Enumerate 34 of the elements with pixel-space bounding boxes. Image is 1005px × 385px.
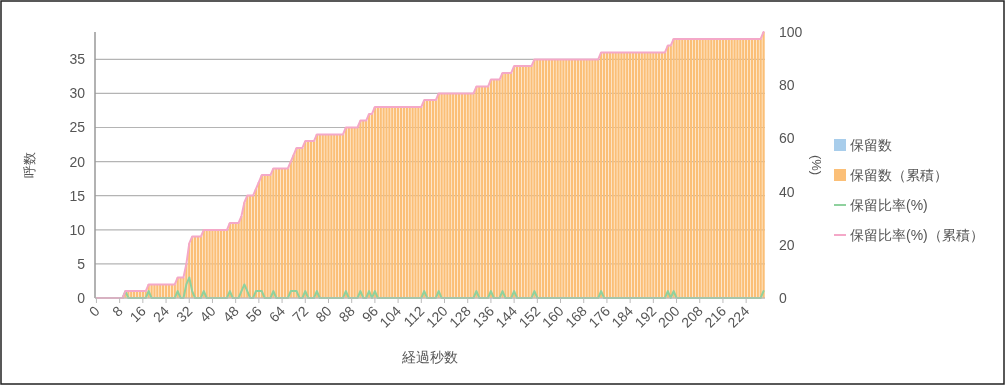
x-tick-label: 56 [242,302,266,326]
y2-tick-label: 40 [779,183,795,200]
x-tick-label: 48 [219,302,242,326]
y2-tick-label: 60 [779,130,795,147]
y-tick-label: 10 [69,221,86,238]
x-tick-label: 88 [335,302,358,326]
x-tick-label: 16 [126,302,150,326]
y-tick-label: 25 [69,119,86,136]
y-tick-label: 0 [77,290,86,306]
x-tick-label: 72 [289,302,312,326]
legend-label: 保留比率(%)（累積） [850,227,984,243]
x-tick-label: 24 [149,302,173,326]
y-tick-label: 30 [69,85,86,102]
x-tick-label: 80 [312,302,335,326]
x-tick-label: 40 [196,302,219,326]
y2-axis-title: (%) [809,154,824,176]
x-tick-label: 112 [400,302,428,330]
y2-tick-label: 20 [779,236,795,253]
x-tick-label: 96 [358,302,382,326]
x-tick-label: 32 [173,302,196,326]
legend-label: 保留比率(%) [850,197,928,213]
y-tick-label: 5 [77,255,86,272]
x-tick-label: 64 [265,302,289,326]
y-tick-label: 15 [69,187,86,204]
legend-label: 保留数 [850,137,892,153]
x-axis-title: 経過秒数 [401,349,458,365]
y2-tick-label: 0 [779,290,787,306]
x-tick-label: 8 [108,302,126,320]
legend-label: 保留数（累積） [850,167,948,183]
y-tick-label: 35 [69,51,86,68]
y2-tick-label: 80 [779,77,795,94]
y2-tick-label: 100 [779,24,803,40]
y-axis-title: 呼数 [22,152,37,178]
y-tick-label: 20 [69,153,86,170]
